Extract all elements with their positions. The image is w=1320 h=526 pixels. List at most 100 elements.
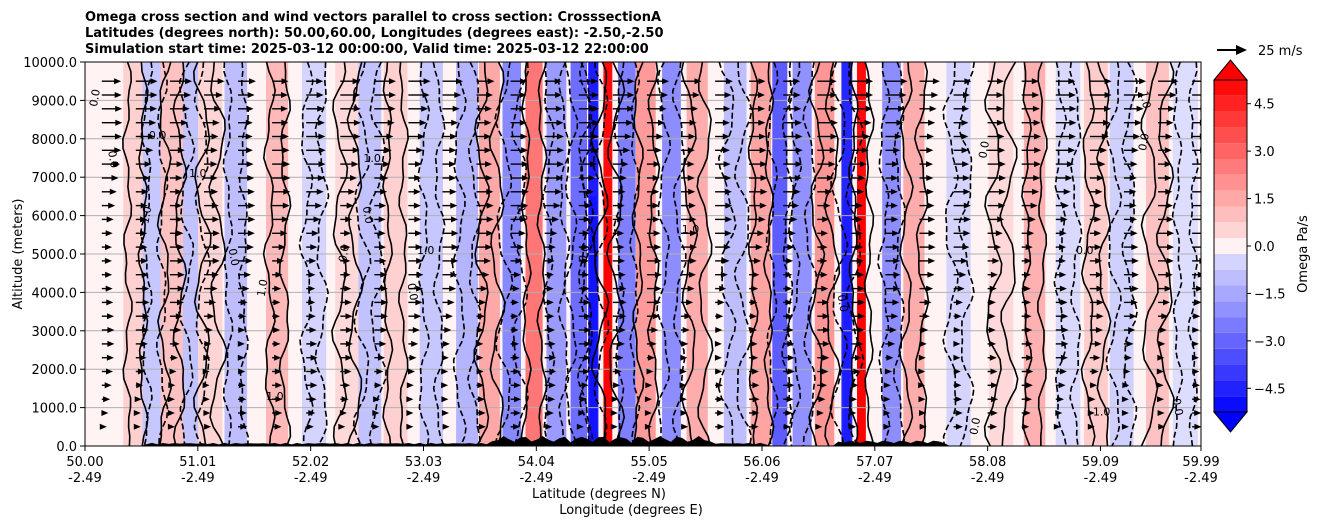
x-tick-label-lat: 57.07: [856, 455, 893, 470]
wind-vector-head: [722, 257, 730, 264]
wind-vector-head: [456, 78, 463, 85]
wind-vector-head: [1164, 147, 1172, 154]
wind-vector-head: [956, 299, 963, 306]
wind-vector-head: [955, 423, 963, 430]
wind-vector-head: [1201, 175, 1208, 181]
wind-vector-head: [343, 257, 351, 264]
contour-line-positive: [382, 62, 394, 446]
wind-vector-head: [248, 202, 256, 209]
wind-vector-head: [1197, 271, 1201, 278]
wind-vector-head: [339, 410, 347, 416]
wind-vector-head: [215, 92, 223, 98]
wind-vector-head: [991, 396, 999, 403]
wind-vector-head: [282, 202, 290, 209]
wind-vector-head: [1167, 244, 1175, 251]
wind-vector-head: [891, 175, 899, 181]
wind-vector-head: [1034, 147, 1042, 154]
wind-vector-head: [652, 313, 660, 320]
wind-vector-head: [555, 105, 563, 112]
wind-vector-head: [281, 133, 289, 140]
wind-vector-head: [647, 354, 655, 361]
wind-vector-head: [1058, 382, 1066, 389]
wind-vector-head: [715, 368, 723, 375]
wind-vector-head: [281, 216, 289, 223]
wind-vector-head: [310, 382, 318, 389]
contour-line-positive: [863, 62, 875, 446]
wind-vector-head: [864, 119, 872, 126]
wind-vector-head: [788, 230, 796, 237]
wind-vector-head: [521, 161, 529, 168]
wind-vector-head: [181, 119, 189, 126]
wind-vector-head: [274, 423, 282, 430]
wind-vector-head: [108, 202, 116, 209]
wind-vector-head: [1194, 410, 1201, 416]
wind-vector-head: [1157, 396, 1164, 403]
wind-vector-head: [752, 271, 760, 278]
wind-vector-head: [1124, 354, 1132, 361]
wind-vector-head: [417, 133, 425, 140]
wind-vector-head: [450, 202, 458, 209]
wind-vector-head: [447, 299, 455, 306]
wind-vector-head: [114, 147, 122, 154]
wind-vector-head: [451, 119, 459, 126]
colorbar-segment: [1214, 80, 1247, 96]
wind-vector-head: [454, 92, 462, 98]
wind-vector-head: [184, 92, 192, 98]
wind-vector-head: [919, 340, 927, 347]
wind-vector-head: [681, 423, 689, 430]
wind-vector-head: [645, 382, 653, 389]
wind-vector-head: [546, 410, 554, 416]
wind-vector-head: [1059, 271, 1067, 278]
wind-vector-head: [106, 216, 114, 223]
wind-vector-head: [511, 299, 519, 306]
wind-vector-head: [310, 244, 318, 251]
wind-vector-head: [137, 368, 145, 375]
wind-vector-head: [133, 423, 141, 430]
contour-line-negative: [877, 62, 891, 446]
wind-vector-head: [520, 133, 528, 140]
wind-vector-head: [204, 340, 212, 347]
contour-label: 0.0: [514, 203, 530, 222]
wind-vector-head: [1159, 327, 1167, 333]
wind-vector-head: [1059, 285, 1067, 292]
wind-vector-head: [617, 202, 625, 209]
wind-vector-head: [478, 423, 486, 430]
wind-vector-head: [352, 147, 360, 154]
wind-vector-head: [274, 354, 282, 361]
wind-vector-head: [653, 299, 661, 306]
contour-label: 0.0: [105, 150, 121, 169]
wind-vector-head: [1166, 119, 1174, 126]
contour-line-negative: [829, 62, 849, 446]
wind-vector-head: [477, 382, 485, 389]
wind-vector-head: [758, 119, 766, 126]
wind-vector-head: [686, 299, 694, 306]
colorbar-extend-max: [1212, 59, 1249, 81]
contour-line-negative: [765, 62, 779, 446]
contour-line-negative: [845, 62, 865, 446]
wind-vector-head: [723, 244, 731, 251]
wind-vector-head: [175, 313, 183, 320]
wind-vector-head: [343, 244, 351, 251]
wind-vector-head: [1098, 161, 1106, 168]
wind-vector-head: [380, 271, 388, 278]
wind-vector-head: [962, 105, 969, 112]
wind-vector-head: [1093, 354, 1101, 361]
wind-vector-head: [313, 216, 321, 223]
wind-vector-head: [1023, 410, 1031, 416]
wind-vector-head: [998, 147, 1006, 154]
wind-vector-head: [379, 244, 386, 251]
wind-vector-head: [787, 354, 795, 361]
contour-line-positive: [536, 62, 548, 446]
wind-vector-head: [406, 423, 414, 430]
terrain-fill: [85, 436, 1201, 446]
contour-line-positive: [1096, 62, 1112, 446]
wind-vector-head: [353, 105, 361, 112]
wind-vector-head: [988, 313, 996, 320]
wind-vector-head: [644, 396, 652, 403]
wind-vector-head: [849, 410, 857, 416]
wind-vector-head: [308, 313, 316, 320]
wind-vector-head: [688, 188, 696, 195]
wind-vector-head: [1192, 368, 1200, 375]
wind-vector-head: [963, 188, 971, 195]
